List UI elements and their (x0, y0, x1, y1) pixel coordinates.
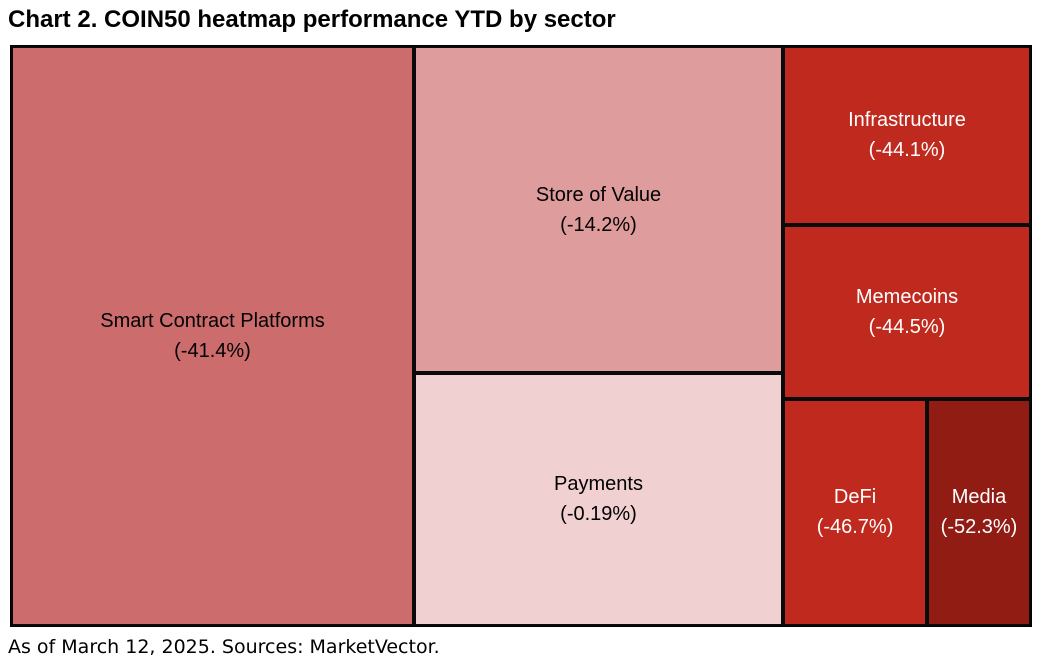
chart-title: Chart 2. COIN50 heatmap performance YTD … (8, 6, 616, 33)
tile-label: DeFi (833, 486, 877, 509)
treemap-tile-store-of-value: Store of Value (-14.2%) (414, 46, 784, 373)
tile-value: (-46.7%) (816, 516, 894, 539)
tile-value: (-14.2%) (560, 213, 637, 236)
treemap-tile-memecoins: Memecoins (-44.5%) (783, 224, 1031, 399)
tile-label: Smart Contract Platforms (100, 310, 325, 332)
treemap-tile-defi: DeFi (-46.7%) (783, 398, 928, 626)
tile-label: Memecoins (855, 285, 959, 308)
tile-label: Payments (554, 473, 643, 496)
treemap-tile-infrastructure: Infrastructure (-44.1%) (783, 46, 1031, 225)
tile-value: (-52.3%) (940, 516, 1018, 539)
tile-value: (-41.4%) (174, 340, 251, 362)
source-footnote: As of March 12, 2025. Sources: MarketVec… (8, 636, 440, 658)
tile-label: Infrastructure (848, 109, 966, 132)
tile-value: (-44.1%) (868, 139, 946, 162)
treemap-tile-payments: Payments (-0.19%) (414, 373, 784, 626)
tile-value: (-44.5%) (868, 315, 946, 338)
treemap-tile-smart-contract-platforms: Smart Contract Platforms (-41.4%) (11, 46, 414, 626)
treemap-tile-media: Media (-52.3%) (927, 398, 1031, 626)
tile-label: Store of Value (535, 183, 662, 206)
treemap-chart: Smart Contract Platforms (-41.4%) Store … (10, 45, 1032, 627)
tile-label: Media (951, 486, 1007, 509)
tile-value: (-0.19%) (560, 503, 637, 526)
